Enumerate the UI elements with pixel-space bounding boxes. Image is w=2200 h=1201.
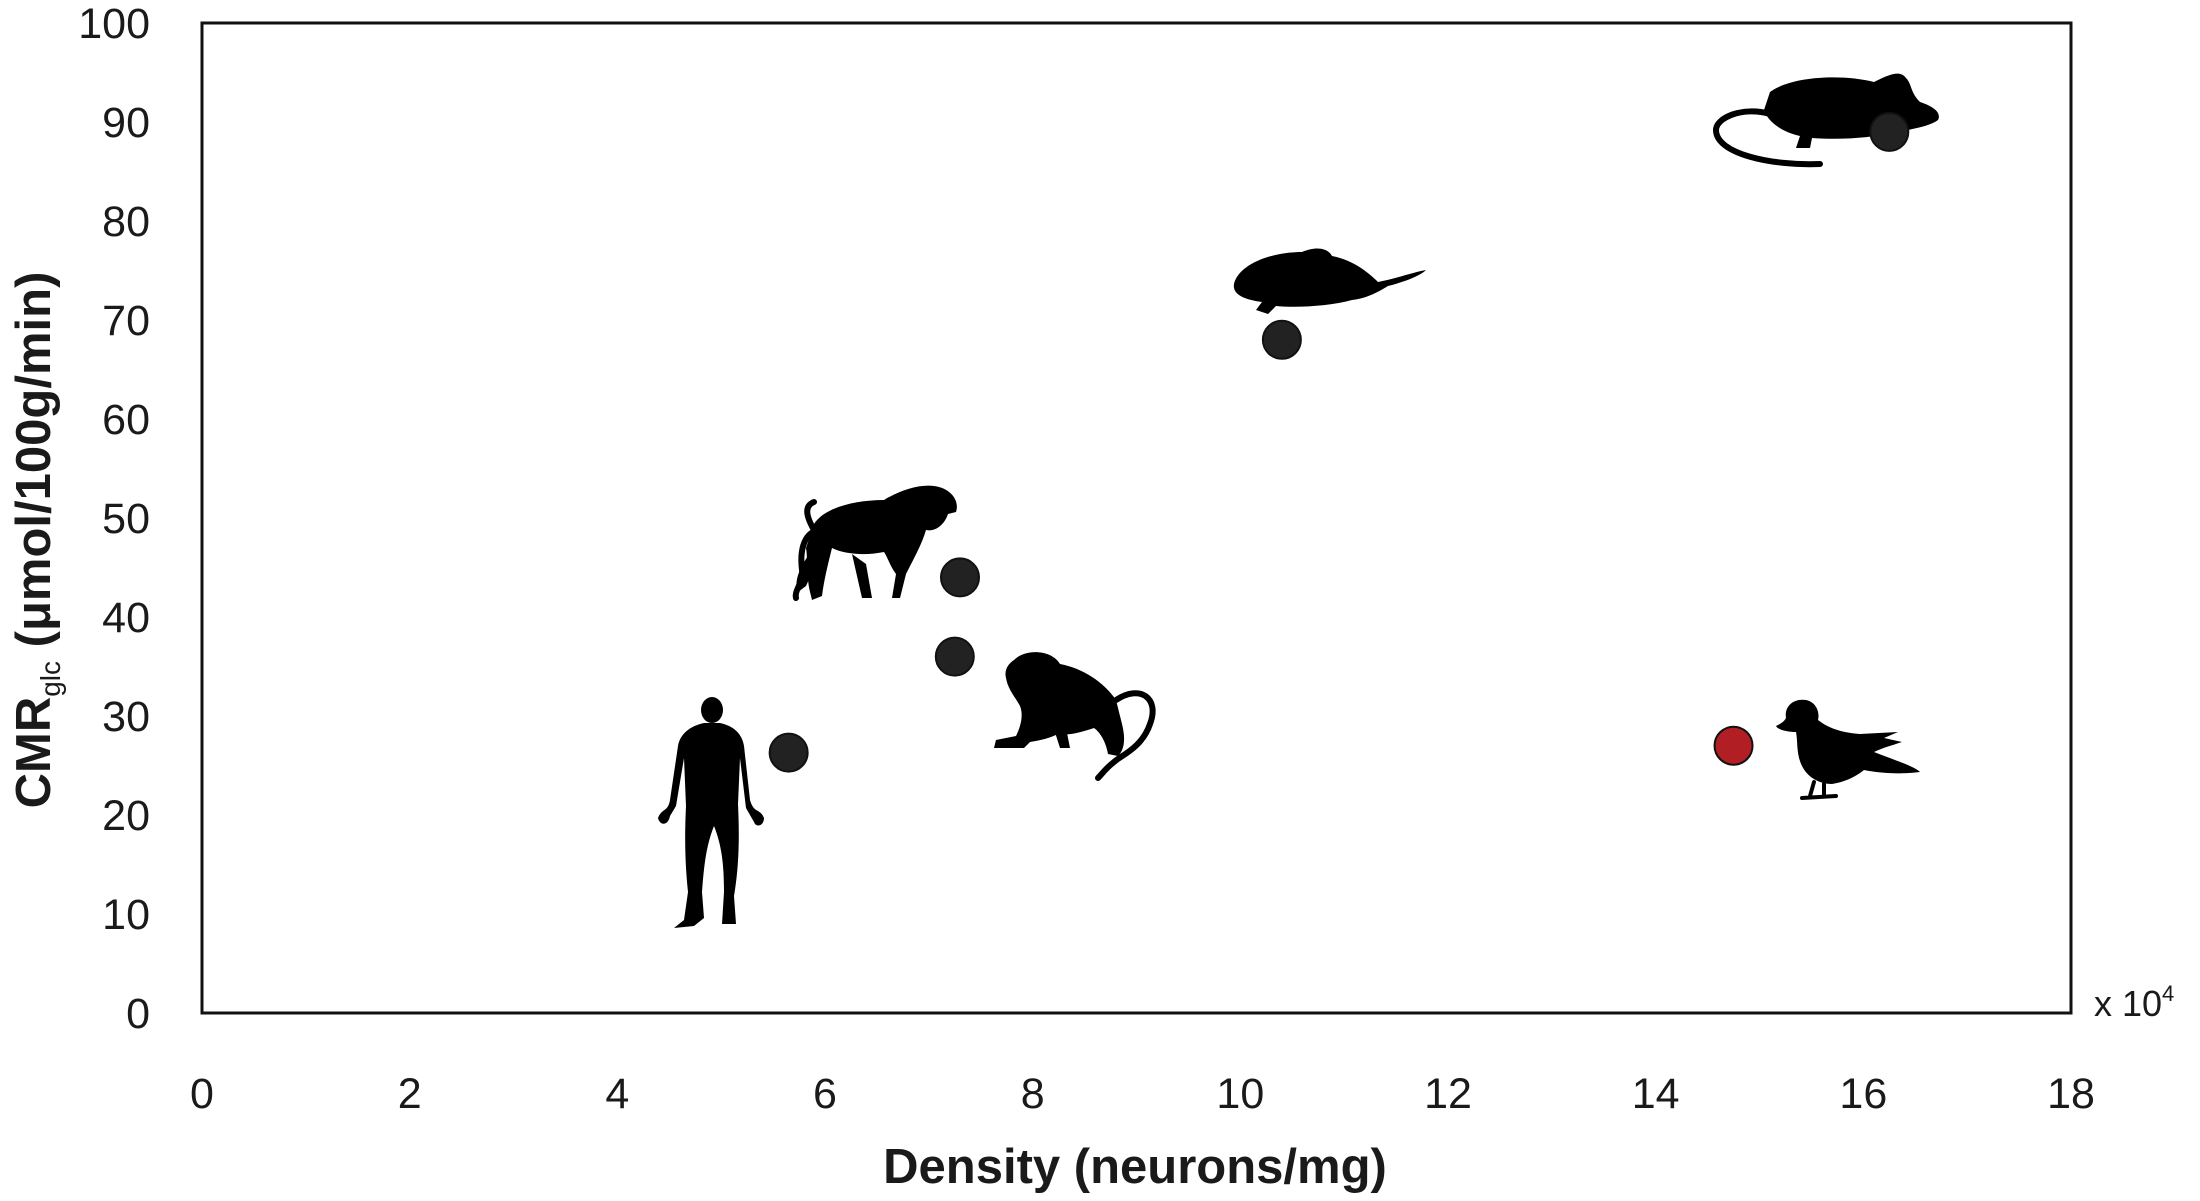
y-tick-label: 60 bbox=[102, 396, 150, 444]
y-tick-label: 10 bbox=[102, 891, 150, 939]
x-tick-label: 2 bbox=[398, 1070, 422, 1118]
x-tick-label: 16 bbox=[1839, 1070, 1887, 1118]
y-tick-label: 80 bbox=[102, 198, 150, 246]
y-tick-label: 50 bbox=[102, 495, 150, 543]
data-point-pigeon bbox=[1713, 725, 1754, 766]
mouse-silhouette-icon bbox=[1713, 73, 1939, 168]
y-tick-label: 90 bbox=[102, 99, 150, 147]
y-axis-title: CMRglc (μmol/100g/min) bbox=[7, 272, 66, 809]
y-axis-title-units: (μmol/100g/min) bbox=[7, 272, 61, 661]
data-point-rat bbox=[1261, 319, 1302, 360]
x-axis-multiplier: x 104 bbox=[2094, 981, 2174, 1024]
x-tick-label: 0 bbox=[190, 1070, 214, 1118]
y-tick-label: 40 bbox=[102, 594, 150, 642]
y-tick-label: 30 bbox=[102, 693, 150, 741]
macaque-silhouette-icon bbox=[994, 652, 1156, 781]
plot-area-frame bbox=[200, 21, 2073, 1015]
rat-silhouette-icon bbox=[1233, 248, 1426, 314]
x-axis-title: Density (neurons/mg) bbox=[883, 1140, 1387, 1194]
x-tick-label: 14 bbox=[1632, 1070, 1680, 1118]
x-tick-label: 6 bbox=[813, 1070, 837, 1118]
pigeon-silhouette-icon bbox=[1776, 699, 1920, 800]
x-tick-labels: 0 2 4 6 8 10 12 14 16 18 bbox=[190, 1070, 2095, 1118]
y-tick-label: 100 bbox=[78, 0, 150, 48]
data-point-mouse bbox=[1869, 111, 1910, 152]
x-axis-multiplier-exponent: 4 bbox=[2162, 981, 2174, 1006]
data-point-human bbox=[768, 732, 809, 773]
y-tick-labels: 0 10 20 30 40 50 60 70 80 90 100 bbox=[78, 0, 150, 1038]
y-tick-label: 0 bbox=[126, 990, 150, 1038]
data-point-baboon bbox=[939, 557, 980, 598]
data-point-macaque bbox=[934, 636, 975, 677]
y-tick-label: 70 bbox=[102, 297, 150, 345]
y-axis-title-prefix: CMR bbox=[7, 697, 61, 809]
x-tick-label: 18 bbox=[2047, 1070, 2095, 1118]
data-points bbox=[768, 111, 1910, 773]
y-tick-label: 20 bbox=[102, 792, 150, 840]
x-tick-label: 8 bbox=[1021, 1070, 1045, 1118]
y-axis-title-subscript: glc bbox=[35, 661, 66, 697]
baboon-silhouette-icon bbox=[792, 485, 957, 601]
x-tick-label: 12 bbox=[1424, 1070, 1472, 1118]
x-tick-label: 4 bbox=[605, 1070, 629, 1118]
x-tick-label: 10 bbox=[1216, 1070, 1264, 1118]
human-silhouette-icon bbox=[658, 697, 764, 928]
